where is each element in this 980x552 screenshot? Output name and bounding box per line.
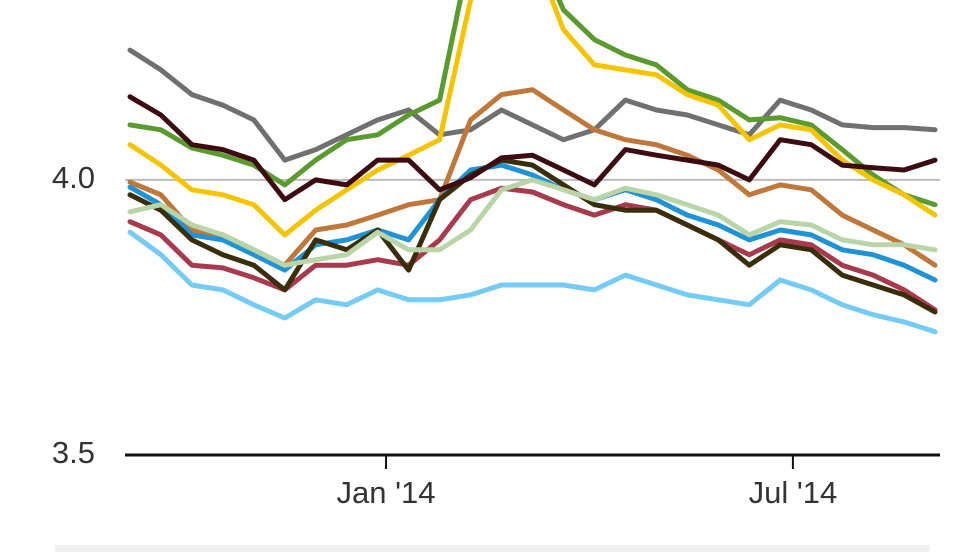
x-tick-label: Jan '14 xyxy=(337,475,436,510)
series-line xyxy=(127,177,938,268)
series-line xyxy=(127,229,938,335)
series-line xyxy=(127,157,938,315)
series-line xyxy=(127,94,938,203)
footer-panel xyxy=(55,545,930,552)
series-line xyxy=(127,185,938,313)
lines xyxy=(127,0,938,335)
series-line xyxy=(127,47,938,163)
axes: 3.5 4.0 Jan '14 Jul '14 xyxy=(52,160,940,510)
y-tick-label: 4.0 xyxy=(52,160,95,195)
series-line xyxy=(127,162,938,283)
series-line xyxy=(127,0,938,238)
x-tick-label: Jul '14 xyxy=(749,475,838,510)
y-tick-label: 3.5 xyxy=(52,435,95,470)
